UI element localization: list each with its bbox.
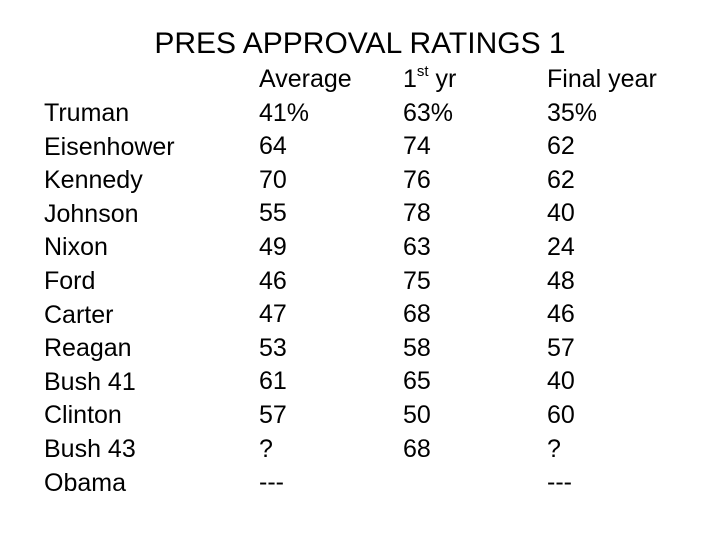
average-value: 64 <box>259 132 287 161</box>
average-value: 46 <box>259 266 287 295</box>
slide-title: PRES APPROVAL RATINGS 1 <box>154 27 566 60</box>
president-name: Ford <box>44 266 96 295</box>
first-year-header: 1st yr <box>403 63 456 97</box>
average-value: 57 <box>259 400 287 429</box>
first-year-value: 65 <box>403 367 431 396</box>
final-year-value: 24 <box>547 232 575 261</box>
final-year-value: 62 <box>547 132 575 161</box>
first-year-header-text: yr <box>428 65 457 93</box>
first-year-column: 1st yr 63% 74 76 78 63 75 68 58 65 50 68 <box>403 63 456 500</box>
first-year-value: 63 <box>403 232 431 261</box>
final-year-value: 48 <box>547 266 575 295</box>
average-value: 41% <box>259 98 310 127</box>
president-name: Kennedy <box>44 166 143 195</box>
president-name-column: Truman Eisenhower Kennedy Johnson Nixon … <box>44 97 175 500</box>
first-year-value: 76 <box>403 165 431 194</box>
average-value: 53 <box>259 333 287 362</box>
first-year-value: 63% <box>403 98 454 127</box>
final-year-header: Final year <box>547 65 657 93</box>
final-year-value: 62 <box>547 165 575 194</box>
final-year-value: 40 <box>547 367 575 396</box>
average-column: Average 41% 64 70 55 49 46 47 53 61 57 ?… <box>259 63 352 500</box>
final-year-value: ? <box>547 434 561 463</box>
president-name: Truman <box>44 99 130 127</box>
first-year-value: 68 <box>403 300 431 329</box>
final-year-value: 40 <box>547 199 575 228</box>
president-name: Bush 43 <box>44 434 136 463</box>
average-value: --- <box>259 468 284 497</box>
average-value: 70 <box>259 165 287 194</box>
average-value: 61 <box>259 367 287 396</box>
final-year-value: 60 <box>547 400 575 429</box>
final-year-value: 35% <box>547 98 598 127</box>
president-name: Bush 41 <box>44 367 136 396</box>
president-name: Reagan <box>44 334 132 363</box>
president-name: Eisenhower <box>44 132 175 161</box>
final-year-column: Final year 35% 62 62 40 24 48 46 57 40 6… <box>547 63 657 500</box>
president-name: Obama <box>44 468 126 497</box>
average-value: 55 <box>259 199 287 228</box>
final-year-value: 46 <box>547 300 575 329</box>
final-year-value: 57 <box>547 333 575 362</box>
first-year-value <box>403 466 456 500</box>
average-value: 49 <box>259 232 287 261</box>
first-year-header-suffix: st <box>416 63 429 80</box>
first-year-value: 50 <box>403 400 431 429</box>
first-year-value: 58 <box>403 333 431 362</box>
president-name: Clinton <box>44 401 122 430</box>
president-name: Carter <box>44 300 114 329</box>
average-value: 47 <box>259 300 287 329</box>
president-name: Nixon <box>44 233 108 262</box>
first-year-header-number: 1 <box>403 65 417 93</box>
first-year-value: 74 <box>403 132 431 161</box>
president-name: Johnson <box>44 199 139 228</box>
final-year-value: --- <box>547 468 572 497</box>
first-year-value: 75 <box>403 266 431 295</box>
first-year-value: 68 <box>403 434 431 463</box>
average-header: Average <box>259 65 352 93</box>
first-year-value: 78 <box>403 199 431 228</box>
average-value: ? <box>259 434 273 463</box>
